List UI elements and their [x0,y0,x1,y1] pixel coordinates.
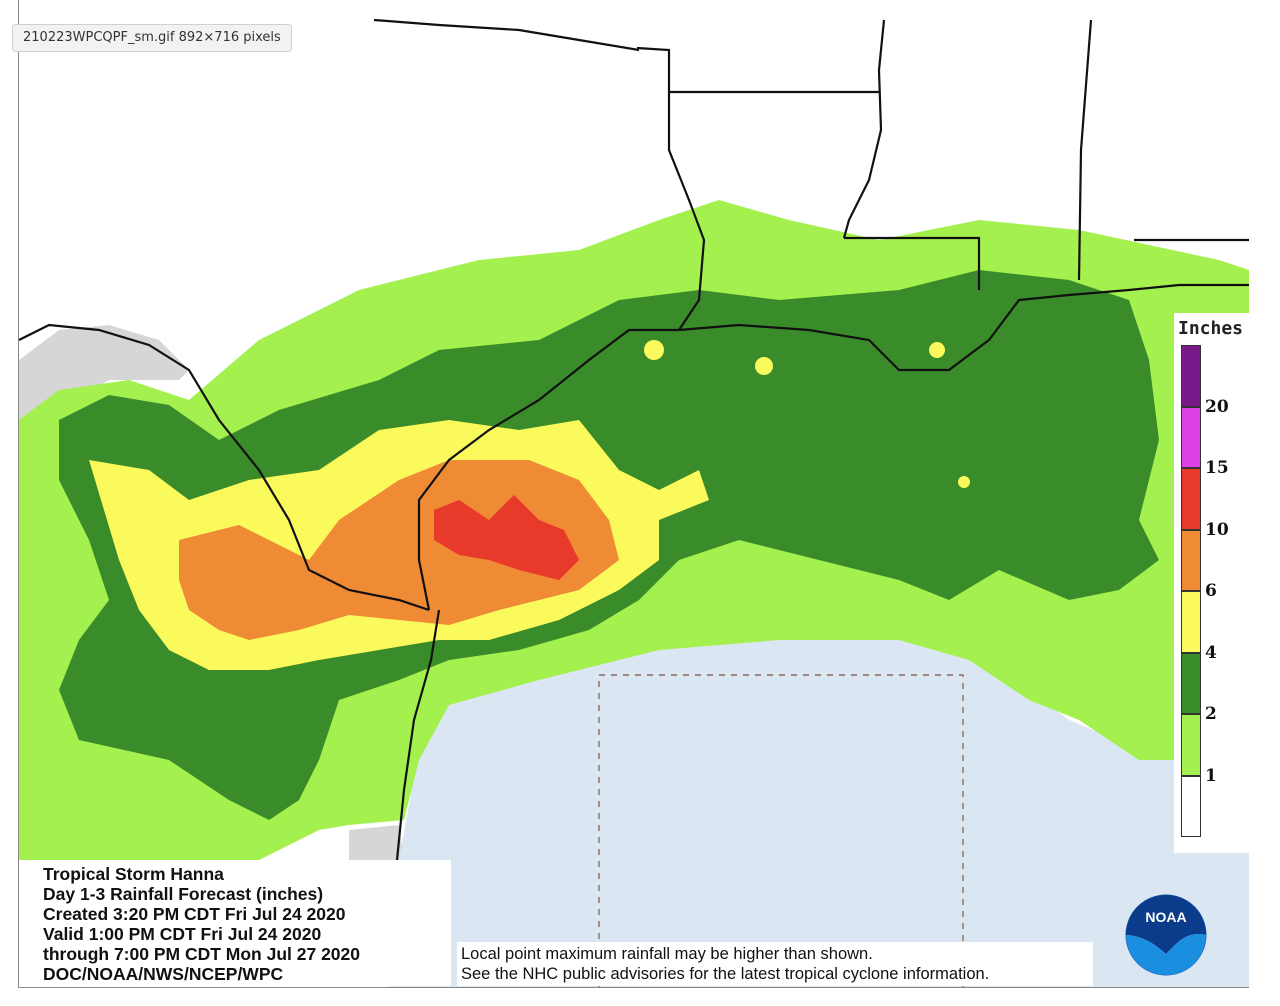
texas-mexico-border [19,323,430,612]
legend-label: 20 [1205,396,1229,417]
legend-title: Inches [1178,318,1244,339]
legend-swatch [1181,345,1201,407]
rainfall-map [19,18,1249,987]
disclaimer-line-2: See the NHC public advisories for the la… [461,965,990,983]
no-data-area-west [19,325,189,440]
noaa-logo-text: NOAA [1145,909,1186,925]
rainfall-map-frame: Inches 20 15 10 6 4 2 1 Tropical Storm Hanna D… [18,0,1249,988]
oklahoma-texas-border [373,18,640,52]
gulf-coastline [417,283,1249,611]
legend-label: 4 [1205,642,1217,663]
legend-label: 6 [1205,581,1217,601]
source-agency: DOC/NOAA/NWS/NCEP/WPC [43,964,284,984]
rain-spot [644,340,664,360]
image-size-tag: 210223WPCQPF_sm.gif 892×716 pixels [12,24,292,52]
legend-swatch [1181,652,1201,714]
rain-spot [755,357,773,375]
legend-swatch [1181,468,1201,530]
legend-swatch [1181,406,1201,468]
rainfall-legend: Inches 20 15 10 6 4 2 1 [1174,313,1249,853]
storm-name: Tropical Storm Hanna [43,864,224,884]
mississippi-alabama-border [1077,19,1093,281]
rain-spot [929,342,945,358]
disclaimer-box: Local point maximum rainfall may be high… [457,942,1093,986]
rain-10in-area [434,495,579,580]
forecast-info-box: Tropical Storm Hanna Day 1-3 Rainfall Fo… [39,860,451,986]
no-data-area-south [349,825,404,860]
valid-end: through 7:00 PM CDT Mon Jul 27 2020 [43,944,360,964]
legend-label: 10 [1205,519,1229,540]
rain-spot [958,476,970,488]
valid-start: Valid 1:00 PM CDT Fri Jul 24 2020 [43,924,322,944]
mexico-coastline [395,609,441,861]
legend-label: 15 [1205,458,1229,478]
gulf-of-mexico [389,630,1249,987]
legend-label: 2 [1205,704,1217,724]
legend-swatch [1181,775,1201,837]
boundaries [19,18,1249,861]
louisiana-mississippi-border [844,236,981,290]
forecast-title: Day 1-3 Rainfall Forecast (inches) [43,884,324,904]
legend-swatch [1181,529,1201,591]
texas-arkansas-border [636,46,706,331]
legend-swatch [1181,591,1201,653]
legend-label: 1 [1205,765,1217,786]
created-time: Created 3:20 PM CDT Fri Jul 24 2020 [43,904,346,924]
mississippi-river [842,19,886,239]
noaa-logo-icon: NOAA [1125,894,1207,976]
legend-swatch [1181,714,1201,776]
offshore-region-box [598,674,964,987]
disclaimer-line-1: Local point maximum rainfall may be high… [461,945,873,963]
